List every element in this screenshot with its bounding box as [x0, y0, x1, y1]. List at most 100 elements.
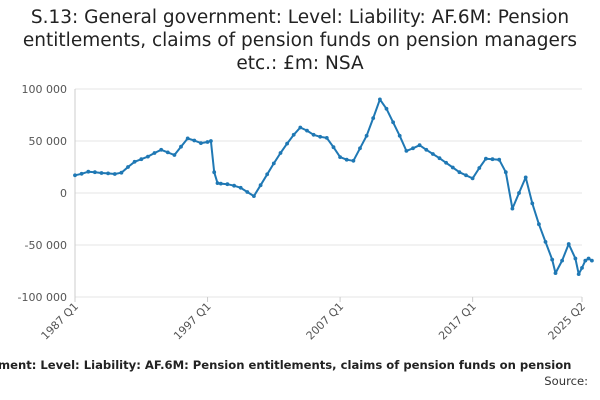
data-point	[590, 258, 594, 263]
data-point	[510, 206, 515, 211]
x-tick-label: 1987 Q1	[39, 300, 82, 343]
data-point	[126, 165, 130, 169]
data-point	[586, 256, 591, 261]
data-point	[537, 222, 541, 227]
data-point	[73, 173, 77, 178]
series-layer	[73, 97, 594, 276]
x-tick-label: 2007 Q1	[304, 300, 347, 343]
data-point	[517, 191, 521, 195]
y-tick-label: -100 000	[18, 291, 67, 304]
data-point	[397, 133, 402, 138]
y-axis-ticks: 100 000 50 000 0 -50 000 -100 000	[18, 83, 67, 304]
data-point	[146, 154, 150, 159]
data-point	[411, 146, 415, 151]
data-point	[86, 169, 91, 174]
data-point	[79, 171, 84, 176]
data-point	[238, 185, 243, 190]
data-point	[437, 156, 442, 161]
data-point	[192, 138, 197, 143]
data-point	[159, 147, 164, 152]
data-point	[560, 258, 564, 263]
data-point	[457, 170, 462, 175]
y-tick-label: 100 000	[22, 83, 68, 96]
data-point	[252, 194, 256, 199]
data-point	[205, 140, 210, 144]
data-point	[523, 175, 528, 180]
data-point	[497, 157, 502, 162]
data-point	[112, 172, 117, 176]
data-point	[132, 159, 137, 164]
data-point	[543, 240, 548, 244]
data-point	[215, 181, 220, 186]
data-point	[470, 176, 475, 181]
data-point	[119, 170, 124, 175]
data-point	[179, 144, 183, 149]
data-point	[324, 136, 329, 140]
data-point	[344, 157, 349, 162]
x-axis-ticks: 1987 Q1 1997 Q1 2007 Q1 2017 Q1 2025 Q2	[39, 297, 588, 343]
chart-title: S.13: General government: Level: Liabili…	[22, 7, 578, 74]
data-point	[258, 183, 263, 188]
source-label: Source:	[544, 374, 588, 388]
data-point	[364, 133, 369, 138]
data-point	[378, 97, 382, 102]
data-point	[580, 266, 584, 270]
data-point	[311, 132, 316, 137]
data-point	[305, 128, 309, 133]
data-point	[93, 170, 97, 175]
data-point	[152, 151, 157, 155]
data-point	[404, 149, 409, 153]
data-point	[209, 139, 213, 143]
data-point	[351, 158, 356, 163]
data-point	[291, 132, 296, 137]
data-point	[583, 258, 588, 263]
data-point	[232, 183, 237, 188]
data-point	[566, 242, 571, 246]
y-tick-label: 50 000	[29, 135, 68, 148]
data-point	[444, 160, 448, 165]
data-point	[212, 170, 217, 175]
data-point	[424, 147, 429, 152]
grid-lines	[75, 88, 582, 298]
data-point	[553, 271, 558, 275]
data-point	[484, 156, 488, 161]
data-point	[550, 257, 555, 262]
data-point	[464, 173, 468, 178]
data-point	[278, 151, 283, 155]
data-point	[450, 165, 455, 170]
data-point	[245, 190, 250, 194]
data-point	[573, 256, 578, 261]
data-point	[99, 171, 104, 175]
data-point	[199, 141, 203, 146]
footer-caption: ment: Level: Liability: AF.6M: Pension e…	[0, 358, 572, 372]
data-point	[225, 182, 230, 187]
data-point	[172, 153, 177, 157]
data-point	[318, 134, 323, 139]
data-point	[298, 125, 303, 130]
data-point	[106, 171, 110, 176]
data-point	[384, 106, 389, 111]
data-point	[139, 157, 144, 162]
data-point	[530, 201, 535, 206]
data-point	[185, 136, 190, 141]
x-tick-label: 1997 Q1	[171, 300, 214, 343]
data-point	[271, 161, 276, 166]
data-point	[503, 170, 508, 175]
data-point	[477, 166, 482, 170]
series-line	[74, 98, 593, 276]
data-point	[417, 143, 422, 148]
data-point	[490, 157, 495, 162]
y-tick-label: 0	[60, 187, 67, 200]
data-point	[431, 152, 435, 156]
data-point	[371, 116, 376, 120]
data-point	[165, 150, 170, 155]
data-point	[338, 155, 342, 160]
data-point	[218, 181, 223, 186]
y-tick-label: -50 000	[25, 239, 67, 252]
data-point	[358, 146, 362, 151]
x-tick-label: 2017 Q1	[436, 300, 479, 343]
data-point	[285, 141, 289, 146]
data-point	[331, 145, 336, 150]
data-point	[576, 272, 581, 276]
